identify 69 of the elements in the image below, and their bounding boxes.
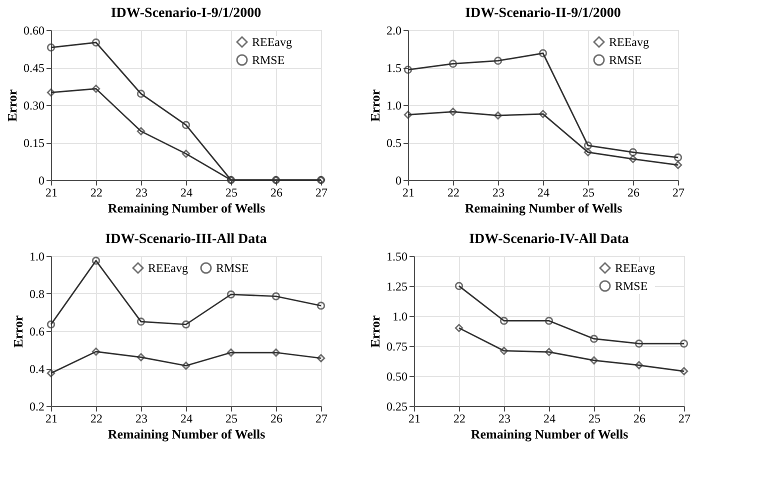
y-tick-label: 0.60 (24, 24, 44, 38)
x-tick-label: 22 (448, 186, 460, 200)
x-axis-title: Remaining Number of Wells (470, 426, 628, 442)
x-tick-label: 27 (672, 186, 684, 200)
x-tick-label: 24 (180, 412, 192, 426)
legend-label: RMSE (216, 261, 249, 275)
y-tick-label: 1.25 (386, 280, 408, 294)
y-tick-label: 0.25 (386, 400, 408, 414)
y-tick-label: 0 (396, 174, 402, 188)
x-tick-label: 26 (628, 186, 640, 200)
y-tick-label: 1.0 (30, 250, 44, 264)
x-axis-title: Remaining Number of Wells (464, 200, 622, 216)
x-tick-label: 27 (316, 186, 328, 200)
y-tick-label: 2.0 (386, 24, 402, 38)
x-tick-label: 21 (46, 412, 58, 426)
y-tick-label: 0.8 (30, 287, 44, 301)
x-tick-label: 26 (634, 412, 646, 426)
y-tick-label: 0.4 (30, 362, 44, 376)
y-tick-label: 0.30 (24, 98, 44, 112)
x-tick-label: 24 (180, 186, 192, 200)
x-tick-label: 27 (316, 412, 328, 426)
x-axis-title: Remaining Number of Wells (108, 200, 266, 216)
y-tick-label: 0.2 (30, 400, 44, 414)
x-tick-label: 25 (226, 186, 238, 200)
x-tick-label: 22 (454, 412, 466, 426)
x-tick-label: 26 (270, 186, 282, 200)
x-tick-label: 24 (544, 412, 556, 426)
y-tick-label: 0.50 (386, 370, 408, 384)
chart-title: IDW-Scenario-IV-All Data (469, 232, 629, 247)
x-tick-label: 25 (226, 412, 238, 426)
x-tick-label: 23 (136, 412, 148, 426)
y-tick-label: 0.15 (24, 136, 44, 150)
y-axis-title: Error (4, 89, 20, 122)
chart-title: IDW-Scenario-II-9/1/2000 (465, 6, 621, 21)
chart-title: IDW-Scenario-I-9/1/2000 (110, 6, 262, 21)
legend-label: REEavg (148, 261, 188, 275)
x-tick-label: 22 (90, 186, 102, 200)
y-tick-label: 1.5 (386, 61, 402, 75)
y-tick-label: 1.0 (392, 310, 408, 324)
x-axis-title: Remaining Number of Wells (108, 426, 266, 442)
y-tick-label: 1.0 (386, 98, 402, 112)
y-tick-label: 0.6 (30, 324, 44, 338)
y-axis-title: Error (368, 89, 382, 122)
x-tick-label: 23 (492, 186, 504, 200)
x-tick-label: 24 (538, 186, 550, 200)
y-tick-label: 0.45 (24, 61, 44, 75)
x-tick-label: 27 (678, 412, 690, 426)
y-tick-label: 0.5 (386, 136, 402, 150)
x-tick-label: 23 (136, 186, 148, 200)
legend-label: RMSE (252, 53, 285, 67)
x-tick-label: 25 (582, 186, 594, 200)
x-tick-label: 21 (408, 412, 420, 426)
x-tick-label: 21 (402, 186, 414, 200)
y-axis-title: Error (368, 315, 382, 348)
legend-label: RMSE (609, 53, 642, 67)
x-tick-label: 22 (90, 412, 102, 426)
legend-label: REEavg (252, 35, 292, 49)
x-tick-label: 23 (498, 412, 510, 426)
y-tick-label: 0 (38, 174, 44, 188)
chart-title: IDW-Scenario-III-All Data (105, 232, 267, 247)
y-axis-title: Error (10, 315, 26, 348)
legend-label: RMSE (615, 279, 648, 293)
x-tick-label: 21 (46, 186, 58, 200)
y-tick-label: 0.75 (386, 340, 408, 354)
x-tick-label: 25 (588, 412, 600, 426)
y-tick-label: 1.50 (386, 250, 408, 264)
legend-label: REEavg (615, 261, 655, 275)
x-tick-label: 26 (270, 412, 282, 426)
legend-label: REEavg (609, 35, 649, 49)
